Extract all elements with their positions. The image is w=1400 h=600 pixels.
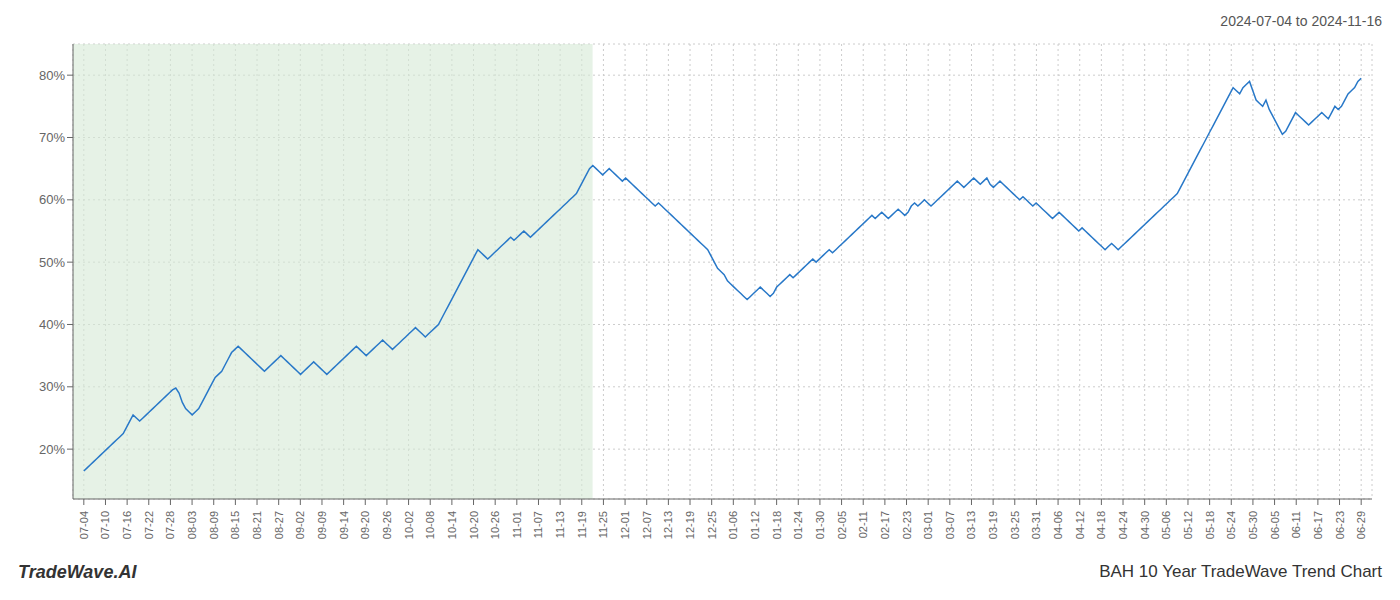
svg-text:06-23: 06-23	[1334, 511, 1346, 539]
svg-text:07-10: 07-10	[99, 511, 111, 539]
html-text:2024-07-04 to 2024-11-16: 2024-07-04 to 2024-11-16	[1220, 13, 1382, 29]
svg-text:07-16: 07-16	[121, 511, 133, 539]
svg-text:01-12: 01-12	[749, 511, 761, 539]
svg-text:10-14: 10-14	[446, 511, 458, 539]
svg-text:01-24: 01-24	[792, 511, 804, 539]
svg-text:08-27: 08-27	[273, 511, 285, 539]
svg-text:07-28: 07-28	[164, 511, 176, 539]
svg-text:05-30: 05-30	[1247, 511, 1259, 539]
svg-text:07-22: 07-22	[143, 511, 155, 539]
svg-text:04-06: 04-06	[1052, 511, 1064, 539]
svg-text:08-09: 08-09	[208, 511, 220, 539]
svg-text:80%: 80%	[39, 68, 65, 83]
svg-text:04-30: 04-30	[1139, 511, 1151, 539]
svg-text:07-04: 07-04	[78, 511, 90, 539]
svg-text:08-21: 08-21	[251, 511, 263, 539]
svg-text:02-23: 02-23	[901, 511, 913, 539]
svg-text:10-08: 10-08	[424, 511, 436, 539]
svg-text:02-05: 02-05	[836, 511, 848, 539]
svg-text:03-19: 03-19	[987, 511, 999, 539]
svg-text:05-24: 05-24	[1225, 511, 1237, 539]
svg-text:02-11: 02-11	[857, 511, 869, 538]
svg-text:01-06: 01-06	[727, 511, 739, 539]
svg-text:03-01: 03-01	[922, 511, 934, 539]
svg-text:05-06: 05-06	[1160, 511, 1172, 539]
svg-text:09-20: 09-20	[359, 511, 371, 539]
svg-text:06-29: 06-29	[1355, 511, 1367, 539]
svg-text:05-18: 05-18	[1204, 511, 1216, 539]
svg-text:70%: 70%	[39, 130, 65, 145]
svg-text:10-02: 10-02	[403, 511, 415, 539]
svg-text:04-24: 04-24	[1117, 511, 1129, 539]
svg-text:09-02: 09-02	[294, 511, 306, 539]
svg-text:10-20: 10-20	[468, 511, 480, 539]
svg-text:08-15: 08-15	[229, 511, 241, 539]
svg-text:11-07: 11-07	[532, 511, 544, 538]
svg-text:10-26: 10-26	[489, 511, 501, 539]
svg-text:01-30: 01-30	[814, 511, 826, 539]
svg-text:04-18: 04-18	[1095, 511, 1107, 539]
svg-text:03-07: 03-07	[944, 511, 956, 539]
svg-text:05-12: 05-12	[1182, 511, 1194, 539]
html-text:TradeWave.AI: TradeWave.AI	[18, 561, 137, 582]
svg-text:12-07: 12-07	[641, 511, 653, 539]
svg-text:12-13: 12-13	[662, 511, 674, 539]
svg-text:12-01: 12-01	[619, 511, 631, 539]
svg-text:03-25: 03-25	[1009, 511, 1021, 539]
svg-text:60%: 60%	[39, 192, 65, 207]
svg-text:50%: 50%	[39, 255, 65, 270]
svg-text:09-14: 09-14	[338, 511, 350, 539]
svg-text:06-11: 06-11	[1290, 511, 1302, 538]
svg-text:11-19: 11-19	[576, 511, 588, 538]
svg-text:03-13: 03-13	[965, 511, 977, 539]
svg-text:02-17: 02-17	[879, 511, 891, 539]
svg-text:08-03: 08-03	[186, 511, 198, 539]
svg-text:01-18: 01-18	[771, 511, 783, 539]
svg-text:30%: 30%	[39, 379, 65, 394]
svg-text:06-05: 06-05	[1269, 511, 1281, 539]
html-text:BAH 10 Year TradeWave Trend Ch: BAH 10 Year TradeWave Trend Chart	[1099, 562, 1382, 581]
svg-text:09-09: 09-09	[316, 511, 328, 539]
svg-text:09-26: 09-26	[381, 511, 393, 539]
svg-text:12-25: 12-25	[706, 511, 718, 539]
svg-text:40%: 40%	[39, 317, 65, 332]
svg-text:11-13: 11-13	[554, 511, 566, 538]
svg-text:04-12: 04-12	[1074, 511, 1086, 539]
svg-text:06-17: 06-17	[1312, 511, 1324, 539]
svg-text:11-25: 11-25	[597, 511, 609, 538]
svg-text:03-31: 03-31	[1030, 511, 1042, 539]
svg-text:20%: 20%	[39, 442, 65, 457]
svg-text:12-19: 12-19	[684, 511, 696, 539]
svg-text:11-01: 11-01	[511, 511, 523, 538]
